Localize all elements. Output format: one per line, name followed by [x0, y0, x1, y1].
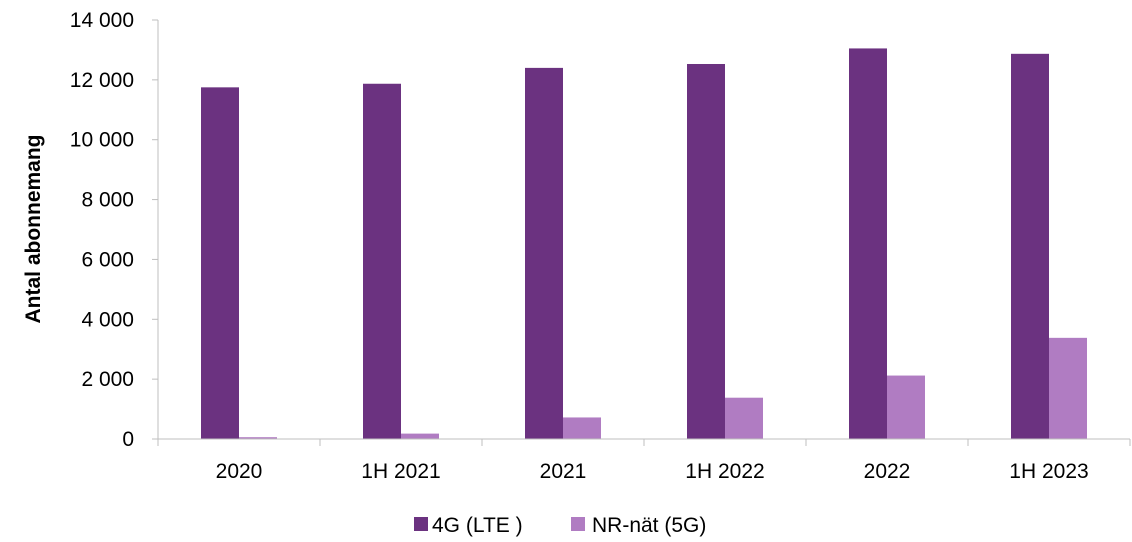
x-axis-ticks: 2020 1H 2021 2021 1H 2022 2022 1H 2023	[157, 439, 1131, 483]
y-axis-title: Antal abonnemang	[22, 134, 45, 323]
x-tick-label: 1H 2022	[685, 460, 764, 483]
bar-4g-4	[849, 48, 887, 440]
y-tick-label: 0	[122, 428, 134, 451]
bar-5g-2	[563, 417, 601, 439]
legend-swatch-5g	[571, 517, 585, 531]
bar-5g-0	[239, 437, 277, 439]
x-tick-label: 2020	[216, 460, 263, 483]
legend: 4G (LTE ) NR-nät (5G)	[414, 514, 706, 537]
bar-5g-1	[401, 433, 439, 439]
bar-4g-0	[201, 87, 239, 439]
bar-4g-2	[525, 67, 563, 439]
y-tick-label: 12 000	[70, 69, 134, 92]
bar-5g-3	[725, 397, 763, 439]
bars	[201, 48, 1087, 440]
x-tick-label: 2022	[864, 460, 911, 483]
bar-5g-5	[1049, 337, 1087, 439]
bar-4g-3	[687, 63, 725, 440]
y-tick-label: 14 000	[70, 9, 134, 32]
bar-4g-1	[363, 83, 401, 439]
y-tick-label: 6 000	[81, 248, 134, 271]
x-tick-label: 2021	[540, 460, 587, 483]
legend-swatch-4g	[414, 517, 428, 531]
x-tick-label: 1H 2023	[1009, 460, 1088, 483]
legend-label-4g: 4G (LTE )	[432, 514, 523, 537]
bar-4g-5	[1011, 53, 1049, 440]
y-tick-label: 4 000	[81, 308, 134, 331]
y-tick-label: 8 000	[81, 189, 134, 212]
y-axis-ticks: 0 2 000 4 000 6 000 8 000 10 000 12 000 14 000	[70, 9, 158, 451]
y-tick-label: 10 000	[70, 129, 134, 152]
y-tick-label: 2 000	[81, 368, 134, 391]
x-tick-label: 1H 2021	[361, 460, 440, 483]
bar-5g-4	[887, 375, 925, 439]
legend-label-5g: NR-nät (5G)	[592, 514, 706, 537]
